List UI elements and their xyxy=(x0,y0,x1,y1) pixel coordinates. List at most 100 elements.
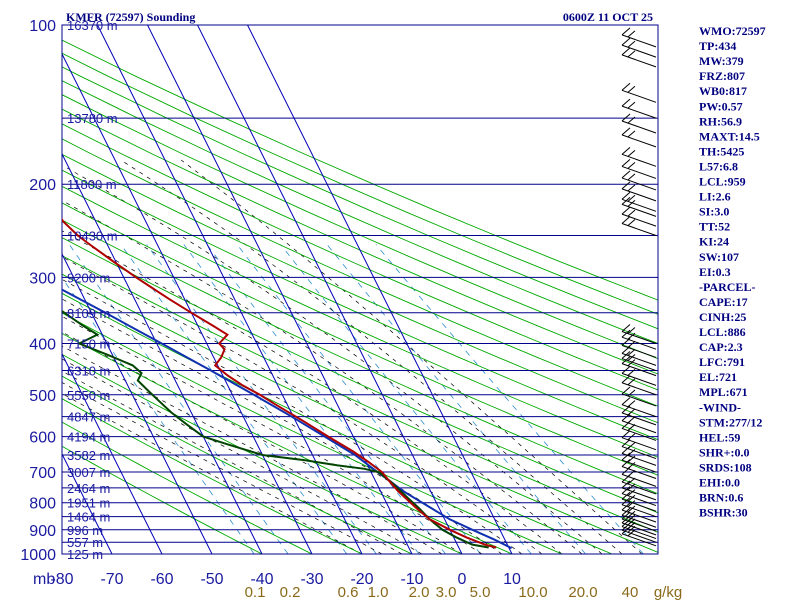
wind-barb xyxy=(621,206,657,227)
mixing-ratio-label: 40 xyxy=(622,584,639,600)
isotherm-line xyxy=(61,53,313,555)
wind-barb xyxy=(621,459,657,480)
dry-adiabat xyxy=(62,94,658,360)
isotherm-line xyxy=(61,453,113,555)
wind-barb xyxy=(621,82,657,103)
wind-barb xyxy=(621,375,657,396)
index-value: FRZ:807 xyxy=(699,69,745,83)
pressure-label: 900 xyxy=(29,523,56,540)
index-value: LCL:886 xyxy=(699,325,746,339)
moist-adiabat xyxy=(62,315,483,554)
height-label: 3582 m xyxy=(67,448,110,463)
temperature-label: -80 xyxy=(50,571,73,588)
height-label: 125 m xyxy=(67,547,103,562)
height-label: 4847 m xyxy=(67,410,110,425)
dry-adiabat-lines xyxy=(62,39,658,554)
height-label: 1951 m xyxy=(67,496,110,511)
index-value: SHR+:0.0 xyxy=(699,445,750,459)
height-label: 13780 m xyxy=(67,111,118,126)
index-value: -PARCEL- xyxy=(699,280,755,294)
mixing-ratio-line xyxy=(120,244,348,554)
isotherm-line xyxy=(61,353,163,555)
mixing-ratio-label: 0.2 xyxy=(280,584,301,600)
mixing-ratio-label: 10.0 xyxy=(518,584,547,600)
index-value: CAP:2.3 xyxy=(699,340,743,354)
index-value: KI:24 xyxy=(699,235,729,249)
index-value: TH:5425 xyxy=(699,144,744,158)
wind-barb xyxy=(621,397,657,418)
isotherm-line xyxy=(61,153,263,555)
dry-adiabat xyxy=(62,80,658,345)
temperature-label: -30 xyxy=(300,571,323,588)
isobar-lines xyxy=(61,24,659,555)
isotherm-line xyxy=(97,24,363,555)
wind-barb xyxy=(621,47,657,68)
isotherm-line xyxy=(147,24,413,555)
mixing-ratio-label: 5.0 xyxy=(470,584,491,600)
index-value: CINH:25 xyxy=(699,310,746,324)
mixing-ratio-label: g/kg xyxy=(654,584,682,600)
temperature-label: -70 xyxy=(100,571,123,588)
index-value: CAPE:17 xyxy=(699,295,748,309)
wind-barb xyxy=(621,486,657,507)
wind-barb xyxy=(621,366,657,386)
dry-adiabat xyxy=(62,237,658,514)
height-label: 6310 m xyxy=(67,364,110,379)
index-value: LFC:791 xyxy=(699,355,745,369)
index-value: TT:52 xyxy=(699,220,730,234)
wind-barb xyxy=(621,386,657,407)
pressure-label: 700 xyxy=(29,465,56,482)
dry-adiabat xyxy=(62,273,658,553)
dry-adiabat xyxy=(62,39,658,301)
dry-adiabat xyxy=(62,445,263,554)
moist-adiabat xyxy=(62,331,463,554)
dry-adiabat xyxy=(62,312,564,554)
index-value: BRN:0.6 xyxy=(699,491,743,505)
dry-adiabat xyxy=(62,108,658,375)
dry-adiabat xyxy=(62,52,658,315)
index-value: MAXT:14.5 xyxy=(699,129,760,143)
temperature-label: -50 xyxy=(200,571,223,588)
wind-barb xyxy=(621,98,657,119)
height-label: 3007 m xyxy=(67,465,110,480)
mixing-ratio-label: 0.1 xyxy=(245,584,266,600)
height-label: 2464 m xyxy=(67,481,110,496)
index-value: TP:434 xyxy=(699,39,736,53)
wind-barb xyxy=(621,439,657,460)
height-label: 8109 m xyxy=(67,306,110,321)
pressure-label: 400 xyxy=(29,336,56,353)
wind-barb xyxy=(621,480,657,501)
index-value: HEL:59 xyxy=(699,430,740,444)
wind-barb xyxy=(621,497,657,518)
mixing-ratio-line xyxy=(68,244,289,554)
wind-barb xyxy=(621,127,657,148)
dry-adiabat xyxy=(62,123,658,391)
height-label: 11800 m xyxy=(67,177,117,192)
height-label: 5550 m xyxy=(67,388,110,403)
index-value: LI:2.6 xyxy=(699,190,731,204)
wind-barb xyxy=(621,159,657,179)
dry-adiabat xyxy=(62,332,514,554)
index-value: -WIND- xyxy=(699,400,741,414)
pressure-label: 100 xyxy=(29,18,56,35)
wind-barb xyxy=(621,146,657,167)
wind-barb xyxy=(621,191,657,212)
index-value: LCL:959 xyxy=(699,175,746,189)
temperature-label: 10 xyxy=(503,571,521,588)
dry-adiabat xyxy=(62,219,658,495)
moist-adiabat xyxy=(62,393,363,554)
temperature-label: -20 xyxy=(350,571,373,588)
sounding-datetime: 0600Z 11 OCT 25 xyxy=(563,10,653,24)
wind-barb xyxy=(621,351,657,372)
dry-adiabat xyxy=(62,375,414,554)
pressure-label: 200 xyxy=(29,177,56,194)
isotherm-lines xyxy=(61,24,513,555)
station-title: KMFR (72597) Sounding xyxy=(66,10,195,24)
mixing-ratio-label: 1.0 xyxy=(368,584,389,600)
pressure-label: 1000 xyxy=(20,547,56,564)
pressure-label: 600 xyxy=(29,430,56,447)
index-value: EHI:0.0 xyxy=(699,476,740,490)
mixing-ratio-label: 3.0 xyxy=(436,584,457,600)
